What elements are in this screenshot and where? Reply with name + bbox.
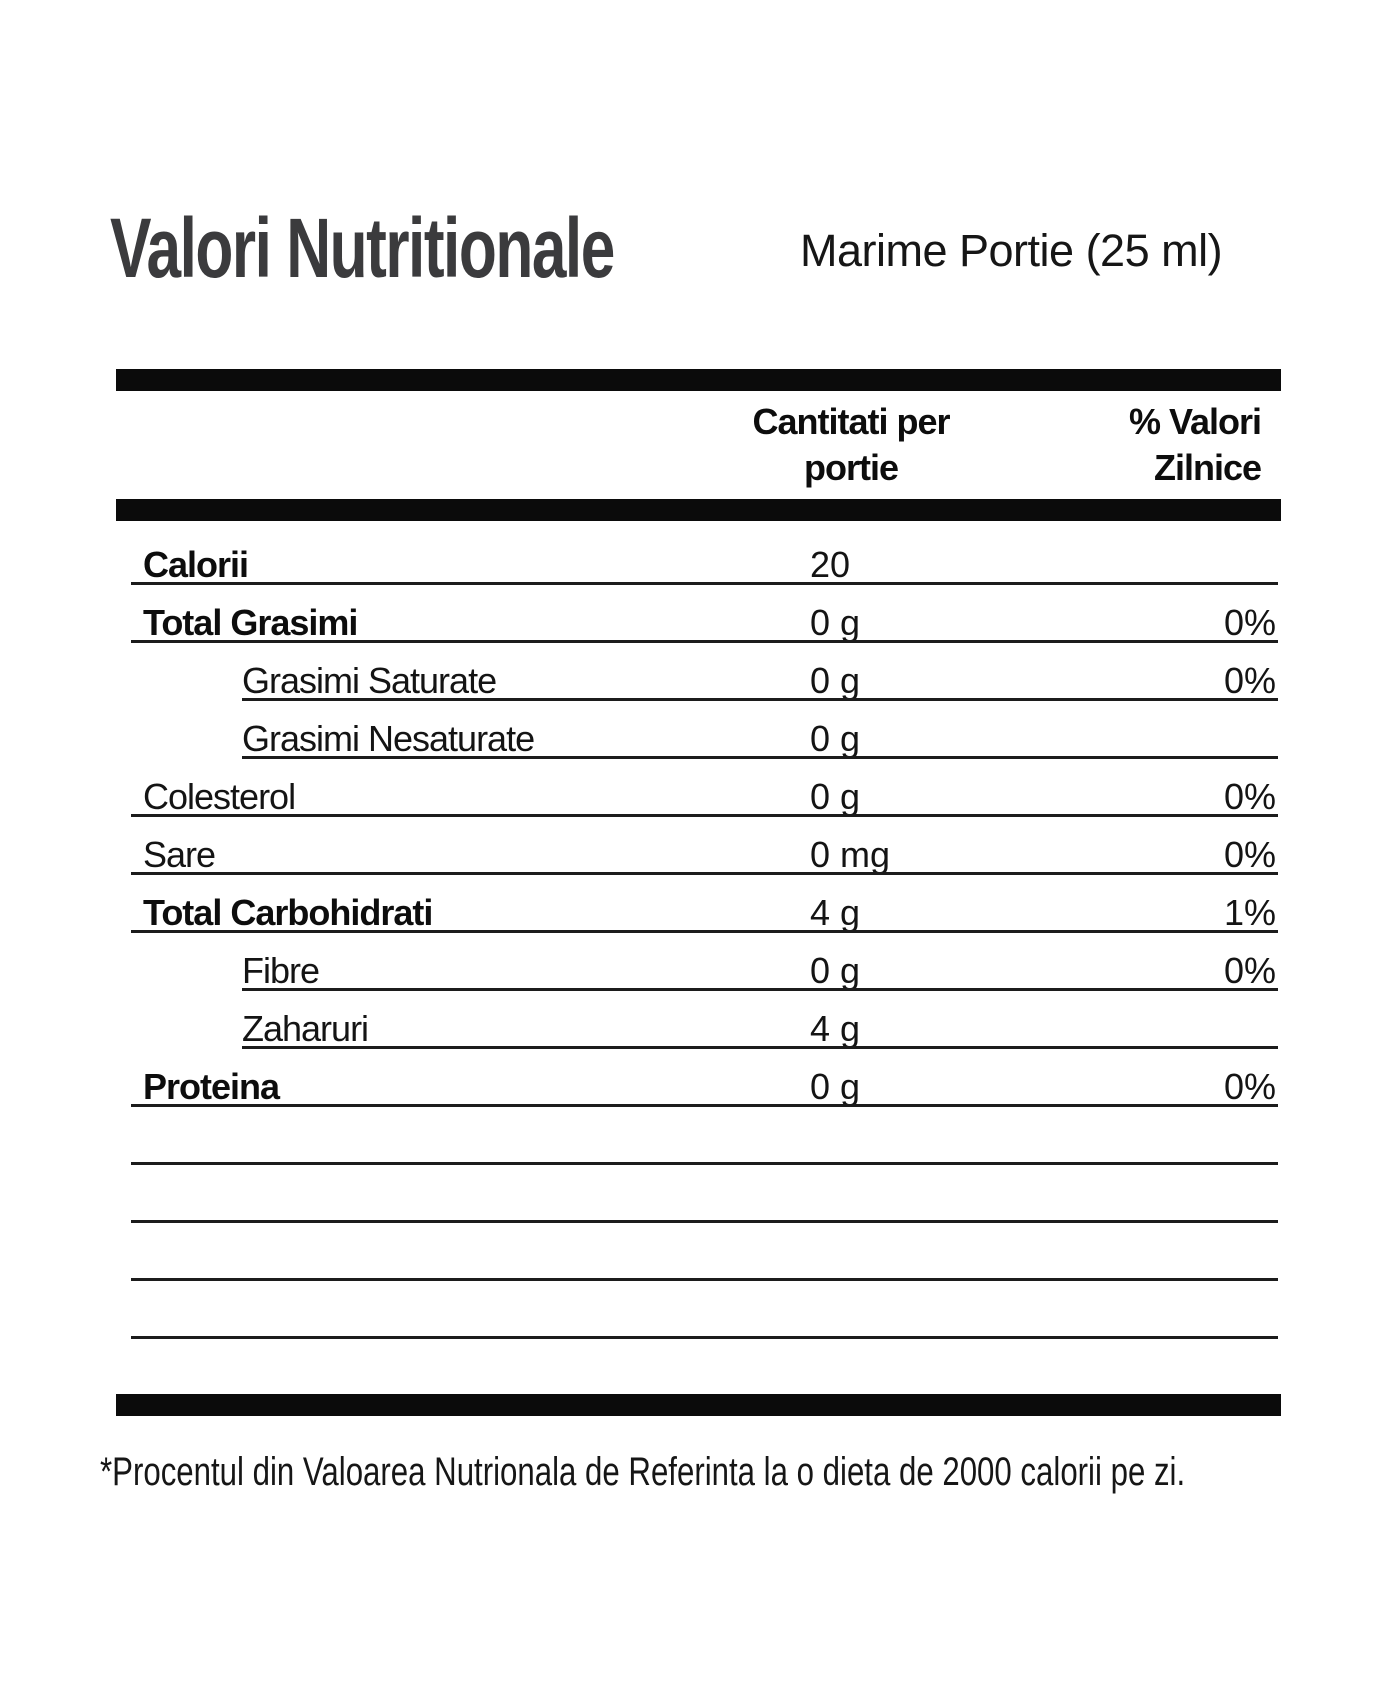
- empty-row: [116, 1281, 1281, 1339]
- row-divider: [131, 1104, 1278, 1107]
- nutrient-label: Sare: [143, 834, 216, 875]
- row-divider: [131, 582, 1278, 585]
- nutrient-rows: Calorii 20 Total Grasimi 0 g 0% Grasimi …: [116, 521, 1281, 1339]
- footnote: *Procentul din Valoarea Nutrionala de Re…: [100, 1450, 1186, 1494]
- nutrient-label: Total Grasimi: [143, 602, 358, 643]
- column-headers: Cantitati per portie % Valori Zilnice: [116, 391, 1281, 499]
- nutrient-row: Grasimi Nesaturate 0 g: [116, 701, 1281, 759]
- nutrient-label: Calorii: [143, 544, 249, 585]
- empty-row: [116, 1165, 1281, 1223]
- divider-bar-bottom: [116, 1394, 1281, 1416]
- nutrient-row: Sare 0 mg 0%: [116, 817, 1281, 875]
- nutrient-row: Total Carbohidrati 4 g 1%: [116, 875, 1281, 933]
- nutrient-row: Proteina 0 g 0%: [116, 1049, 1281, 1107]
- label-title: Valori Nutritionale: [110, 201, 615, 295]
- nutrient-row: Colesterol 0 g 0%: [116, 759, 1281, 817]
- nutrient-daily-value: 1%: [1223, 892, 1276, 933]
- empty-row: [116, 1107, 1281, 1165]
- row-divider: [131, 814, 1278, 817]
- nutrient-label: Zaharuri: [242, 1008, 369, 1049]
- nutrient-daily-value: 0%: [1223, 602, 1276, 643]
- nutrient-row: Grasimi Saturate 0 g 0%: [116, 643, 1281, 701]
- divider-bar-header: [116, 499, 1281, 521]
- column-header-amount-line2: portie: [803, 447, 899, 488]
- nutrient-amount: 0 g: [810, 776, 861, 817]
- row-divider: [131, 640, 1278, 643]
- row-divider: [131, 930, 1278, 933]
- nutrient-label: Fibre: [242, 950, 320, 991]
- nutrient-amount: 0 g: [810, 602, 861, 643]
- column-header-daily-value: % Valori Zilnice: [1128, 399, 1262, 491]
- nutrient-amount: 0 g: [810, 660, 861, 701]
- row-divider: [131, 872, 1278, 875]
- row-divider: [131, 1220, 1278, 1223]
- nutrient-amount: 4 g: [810, 892, 861, 933]
- row-divider: [242, 988, 1278, 991]
- empty-row: [116, 1223, 1281, 1281]
- column-header-amount-line1: Cantitati per: [752, 401, 950, 442]
- row-divider: [131, 1278, 1278, 1281]
- row-divider: [242, 1046, 1278, 1049]
- nutrient-daily-value: 0%: [1223, 776, 1276, 817]
- nutrient-label: Proteina: [143, 1066, 280, 1107]
- nutrient-row: Fibre 0 g 0%: [116, 933, 1281, 991]
- nutrient-row: Total Grasimi 0 g 0%: [116, 585, 1281, 643]
- nutrient-amount: 20: [810, 544, 851, 585]
- column-header-daily-value-line1: % Valori: [1128, 401, 1262, 442]
- nutrient-daily-value: 0%: [1223, 660, 1276, 701]
- row-divider: [242, 698, 1278, 701]
- nutrient-amount: 0 g: [810, 950, 861, 991]
- divider-bar-top: [116, 369, 1281, 391]
- nutrient-row: Calorii 20: [116, 521, 1281, 585]
- nutrient-label: Grasimi Nesaturate: [242, 718, 535, 759]
- nutrient-daily-value: 0%: [1223, 950, 1276, 991]
- serving-size: Marime Portie (25 ml): [800, 225, 1223, 276]
- nutrient-amount: 0 g: [810, 1066, 861, 1107]
- row-divider: [131, 1336, 1278, 1339]
- nutrient-amount: 4 g: [810, 1008, 861, 1049]
- row-divider: [131, 1162, 1278, 1165]
- row-divider: [242, 756, 1278, 759]
- column-header-amount: Cantitati per portie: [681, 399, 1021, 491]
- nutrient-daily-value: 0%: [1223, 1066, 1276, 1107]
- nutrient-label: Total Carbohidrati: [143, 892, 433, 933]
- column-header-daily-value-line2: Zilnice: [1153, 447, 1262, 488]
- nutrient-label: Colesterol: [143, 776, 296, 817]
- bottom-spacer: [116, 1339, 1281, 1394]
- nutrient-amount: 0 g: [810, 718, 861, 759]
- nutrient-row: Zaharuri 4 g: [116, 991, 1281, 1049]
- nutrient-label: Grasimi Saturate: [242, 660, 497, 701]
- nutrition-table: Cantitati per portie % Valori Zilnice Ca…: [116, 369, 1281, 1416]
- nutrient-daily-value: 0%: [1223, 834, 1276, 875]
- nutrient-amount: 0 mg: [810, 834, 891, 875]
